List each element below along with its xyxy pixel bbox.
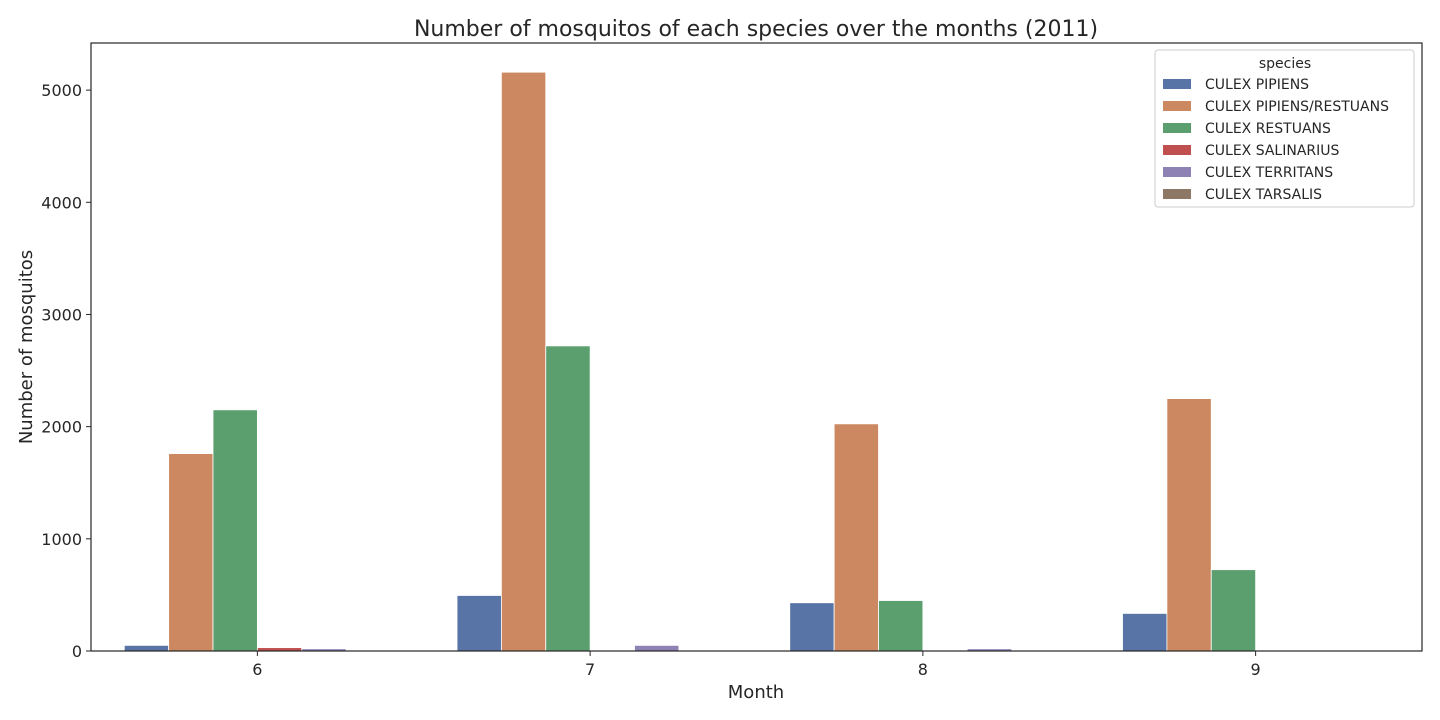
bar — [1122, 613, 1168, 652]
bar — [634, 644, 680, 652]
y-axis-ticks: 0 1000 2000 3000 4000 5000 — [41, 81, 91, 661]
bar — [212, 409, 258, 652]
legend-label: CULEX TARSALIS — [1205, 187, 1322, 203]
legend-swatch — [1163, 123, 1191, 133]
bars-layer — [123, 71, 1257, 652]
legend-swatch — [1163, 189, 1191, 199]
y-tick-label: 0 — [72, 642, 82, 661]
chart-title: Number of mosquitos of each species over… — [414, 17, 1098, 42]
legend-label: CULEX PIPIENS — [1205, 77, 1309, 93]
bar — [123, 644, 170, 652]
y-tick-label: 5000 — [41, 81, 82, 100]
legend-swatch — [1163, 79, 1191, 89]
legend-swatch — [1163, 101, 1191, 111]
x-tick-label: 6 — [252, 660, 262, 679]
bar — [168, 453, 214, 652]
legend-label: CULEX PIPIENS/RESTUANS — [1205, 99, 1389, 115]
legend-title: species — [1259, 56, 1311, 72]
x-tick-label: 8 — [918, 660, 928, 679]
y-tick-label: 4000 — [41, 193, 82, 212]
bar — [500, 71, 547, 652]
legend-swatch — [1163, 167, 1191, 177]
x-axis-ticks: 6 7 8 9 — [252, 651, 1261, 679]
x-tick-label: 9 — [1251, 660, 1261, 679]
legend-label: CULEX SALINARIUS — [1205, 143, 1340, 159]
y-tick-label: 2000 — [41, 418, 82, 437]
legend-label: CULEX TERRITANS — [1205, 165, 1333, 181]
bar — [456, 595, 502, 652]
y-axis-label: Number of mosquitos — [16, 250, 37, 444]
legend-label: CULEX RESTUANS — [1205, 121, 1331, 137]
y-tick-label: 3000 — [41, 305, 82, 324]
legend-box — [1154, 49, 1415, 208]
bar — [545, 345, 591, 652]
y-tick-label: 1000 — [41, 530, 82, 549]
legend: species CULEX PIPIENS CULEX PIPIENS/RESTU… — [1154, 49, 1415, 208]
x-tick-label: 7 — [585, 660, 595, 679]
bar — [1210, 569, 1257, 652]
plot-frame — [90, 42, 1423, 652]
x-axis-label: Month — [728, 682, 784, 703]
bar — [833, 423, 879, 652]
bar — [878, 600, 924, 652]
legend-items: CULEX PIPIENS CULEX PIPIENS/RESTUANS CULEX… — [1163, 77, 1389, 203]
legend-swatch — [1163, 145, 1191, 155]
bar — [1166, 398, 1212, 652]
bar — [789, 602, 835, 652]
